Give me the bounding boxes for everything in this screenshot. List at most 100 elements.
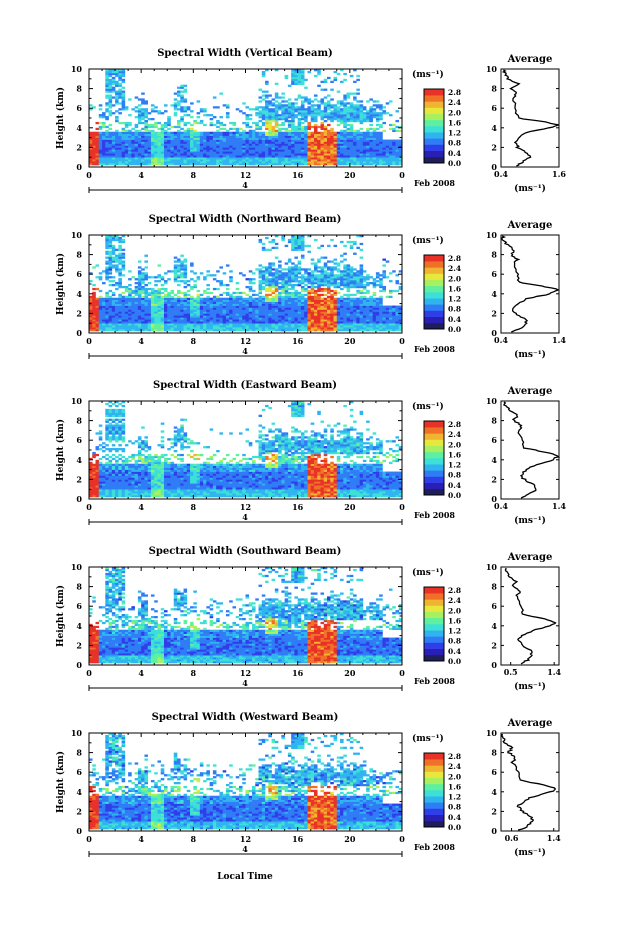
heatmap-cell [327,147,331,149]
heatmap-cell [334,259,338,261]
heatmap-cell [272,136,276,138]
heatmap-cell [246,317,250,319]
heatmap-cell [115,304,119,306]
heatmap-cell [148,308,152,310]
heatmap-cell [298,239,302,241]
heatmap-cell [379,116,383,118]
heatmap-cell [122,96,126,98]
heatmap-cell [187,284,191,286]
heatmap-cell [340,149,344,151]
heatmap-cell [386,159,390,161]
heatmap-cell [262,270,266,272]
heatmap-cell [102,317,106,319]
heatmap-cell [373,114,377,116]
heatmap-cell [382,112,386,114]
heatmap-cell [288,112,292,114]
heatmap-cell [330,157,334,159]
heatmap-cell [350,241,354,243]
heatmap-cell [262,98,266,100]
heatmap-cell [268,319,272,321]
heatmap-cell [138,284,142,286]
heatmap-cell [337,298,341,300]
heatmap-cell [216,153,220,155]
heatmap-cell [320,325,324,327]
heatmap-cell [285,304,289,306]
heatmap-cell [109,114,113,116]
heatmap-cell [324,317,328,319]
heatmap-cell [307,149,311,151]
heatmap-cell [109,319,113,321]
heatmap-cell [164,280,168,282]
heatmap-cell [347,274,351,276]
heatmap-cell [347,311,351,313]
heatmap-cell [131,143,135,145]
heatmap-cell [281,106,285,108]
heatmap-cell [252,122,256,124]
heatmap-cell [128,298,132,300]
heatmap-cell [232,134,236,136]
heatmap-cell [184,147,188,149]
heatmap-cell [294,138,298,140]
heatmap-cell [288,313,292,315]
heatmap-cell [180,145,184,147]
heatmap-cell [304,323,308,325]
heatmap-cell [128,163,132,165]
heatmap-cell [187,313,191,315]
heatmap-cell [118,280,122,282]
heatmap-cell [229,151,233,153]
heatmap-cell [161,138,165,140]
heatmap-cell [320,274,324,276]
heatmap-cell [265,327,269,329]
heatmap-cell [288,280,292,282]
heatmap-cell [115,317,119,319]
heatmap-cell [144,302,148,304]
heatmap-cell [281,308,285,310]
heatmap-cell [304,278,308,280]
heatmap-cell [337,321,341,323]
heatmap-cell [239,321,243,323]
heatmap-cell [363,149,367,151]
heatmap-cell [334,282,338,284]
heatmap-cell [272,153,276,155]
heatmap-cell [294,296,298,298]
heatmap-cell [105,83,109,85]
heatmap-cell [151,304,155,306]
heatmap-cell [219,284,223,286]
heatmap-cell [109,253,113,255]
heatmap-cell [320,270,324,272]
heatmap-cell [105,257,109,259]
heatmap-cell [366,159,370,161]
heatmap-cell [180,136,184,138]
heatmap-cell [112,96,116,98]
heatmap-cell [105,73,109,75]
heatmap-cell [184,161,188,163]
heatmap-cell [200,161,204,163]
heatmap-cell [320,157,324,159]
colorbar-tick-label: 1.2 [448,129,461,138]
heatmap-cell [334,104,338,106]
heatmap-cell [109,102,113,104]
heatmap-cell [187,153,191,155]
heatmap-cell [356,159,360,161]
heatmap-cell [379,149,383,151]
heatmap-cell [291,319,295,321]
heatmap-cell [122,309,126,311]
heatmap-cell [242,309,246,311]
heatmap-cell [343,132,347,134]
heatmap-cell [294,243,298,245]
heatmap-cell [171,270,175,272]
heatmap-cell [265,126,269,128]
heatmap-cell [288,130,292,132]
heatmap-cell [135,306,139,308]
heatmap-cell [268,262,272,264]
heatmap-cell [275,296,279,298]
heatmap-cell [330,260,334,262]
heatmap-cell [161,302,165,304]
heatmap-cell [356,79,360,81]
heatmap-cell [360,143,364,145]
heatmap-cell [369,145,373,147]
heatmap-cell [392,142,396,144]
heatmap-cell [294,264,298,266]
heatmap-cell [382,143,386,145]
heatmap-cell [301,108,305,110]
